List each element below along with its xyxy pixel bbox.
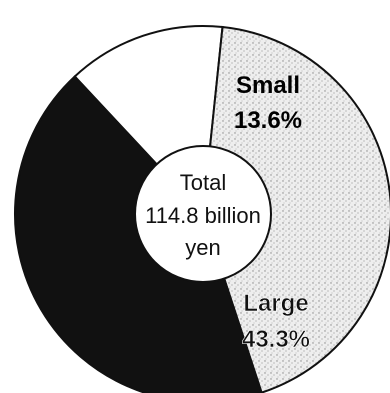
center-hole bbox=[134, 145, 272, 283]
center-label-line-2: 114.8 billion bbox=[145, 203, 261, 228]
slice-label-small: Small bbox=[236, 72, 300, 99]
center-label-line-3: yen bbox=[185, 235, 220, 260]
slice-label-large: Large bbox=[243, 290, 308, 317]
slice-value-small: 13.6% bbox=[234, 107, 302, 134]
slice-value-large: 43.3% bbox=[242, 326, 310, 353]
center-label-line-1: Total bbox=[180, 170, 226, 195]
